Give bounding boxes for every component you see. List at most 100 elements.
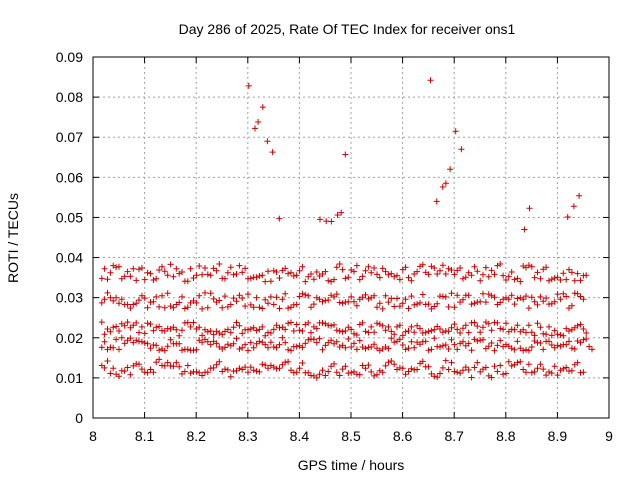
data-point: [437, 344, 443, 350]
data-point: [374, 304, 380, 311]
data-point: [184, 304, 191, 311]
data-point: [164, 359, 171, 366]
data-point: [204, 304, 211, 311]
data-point: [497, 362, 504, 369]
data-point: [577, 277, 584, 284]
data-point: [288, 319, 294, 326]
data-point: [580, 336, 587, 343]
data-point: [328, 322, 335, 329]
data-point: [425, 301, 432, 308]
data-point: [563, 293, 570, 300]
data-point: [385, 271, 392, 278]
data-point: [437, 326, 443, 332]
y-tick-labels: 0 0.01 0.02 0.03 0.04 0.05 0.06 0.07 0.08 0.09: [56, 49, 83, 426]
data-point: [503, 294, 509, 301]
data-point: [451, 321, 458, 328]
data-point: [448, 359, 455, 366]
data-point: [474, 268, 481, 275]
data-point: [362, 365, 369, 372]
data-point: [385, 299, 392, 306]
data-point: [471, 364, 478, 371]
data-point: [296, 267, 303, 274]
data-point: [310, 301, 317, 308]
data-point: [242, 303, 249, 310]
data-point: [333, 338, 340, 345]
x-tick-label: 8.2: [186, 428, 206, 444]
data-point: [388, 270, 395, 277]
data-point: [164, 272, 171, 279]
data-point: [253, 368, 260, 375]
data-point: [514, 359, 521, 366]
data-point: [245, 347, 251, 354]
data-point: [270, 326, 277, 333]
data-point: [563, 364, 570, 371]
data-point: [508, 269, 515, 275]
y-tick-label: 0.04: [56, 250, 83, 266]
data-point: [156, 267, 163, 273]
data-point: [161, 347, 168, 354]
data-point: [305, 336, 312, 343]
data-point: [371, 372, 378, 379]
data-point: [482, 299, 489, 306]
data-point: [339, 300, 346, 307]
data-point: [133, 337, 140, 344]
data-point: [222, 275, 228, 282]
data-point: [333, 369, 340, 376]
data-point: [388, 295, 395, 302]
data-point: [417, 325, 423, 332]
data-point: [564, 214, 571, 220]
data-point: [445, 346, 452, 352]
data-point: [468, 301, 475, 308]
data-point: [299, 263, 306, 270]
data-point: [497, 337, 504, 344]
data-point: [543, 372, 550, 379]
data-point: [290, 273, 297, 279]
data-point: [457, 370, 464, 377]
data-point: [488, 327, 495, 334]
data-point: [276, 365, 283, 372]
data-point: [508, 362, 515, 369]
data-point: [293, 369, 300, 376]
data-point: [253, 327, 260, 334]
data-point: [293, 321, 300, 328]
data-point: [296, 327, 303, 334]
data-point: [586, 343, 593, 350]
data-point: [554, 291, 561, 298]
data-point: [267, 278, 274, 285]
data-point: [293, 272, 300, 279]
data-point: [396, 322, 403, 329]
data-point: [333, 264, 340, 271]
data-point: [537, 324, 544, 331]
data-point: [402, 264, 409, 271]
data-point: [170, 363, 177, 370]
data-point: [534, 269, 541, 276]
y-tick-label: 0.02: [56, 330, 83, 346]
data-point: [465, 366, 472, 373]
data-point: [399, 332, 406, 339]
data-point: [150, 327, 157, 334]
data-point: [219, 304, 226, 311]
data-point: [503, 320, 509, 327]
data-point: [434, 300, 441, 307]
data-point: [551, 275, 558, 281]
data-point: [462, 274, 469, 281]
data-point: [173, 359, 180, 366]
data-point: [368, 323, 375, 330]
data-point: [353, 346, 360, 353]
data-point: [537, 361, 544, 368]
data-point: [520, 296, 527, 303]
data-point: [202, 265, 208, 271]
data-point: [196, 263, 203, 269]
data-point: [528, 294, 535, 301]
data-point: [270, 344, 277, 350]
data-point: [196, 369, 203, 376]
data-point: [127, 371, 134, 378]
data-point: [285, 305, 292, 312]
data-point: [124, 319, 131, 326]
data-point: [116, 373, 122, 380]
data-point: [500, 272, 507, 279]
x-axis-label: GPS time / hours: [298, 457, 405, 473]
data-point: [391, 361, 398, 368]
data-point: [408, 338, 415, 345]
data-point: [242, 341, 249, 348]
